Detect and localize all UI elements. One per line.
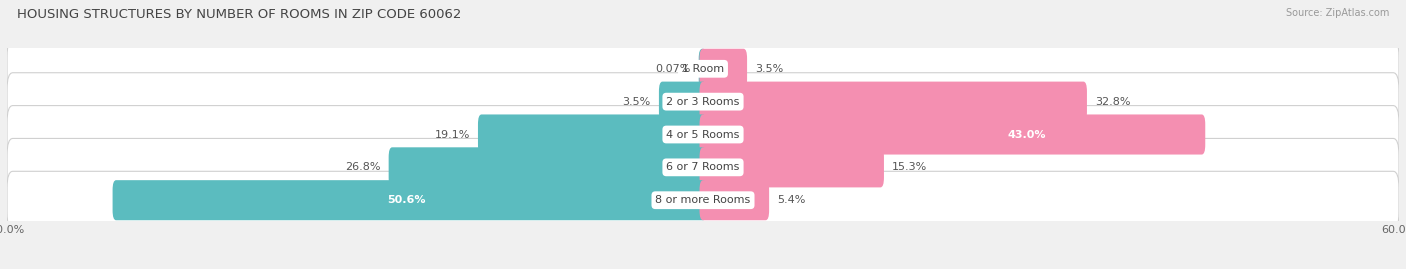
Text: 19.1%: 19.1% [434, 129, 470, 140]
Text: 3.5%: 3.5% [755, 64, 783, 74]
FancyBboxPatch shape [700, 147, 884, 187]
Text: 50.6%: 50.6% [387, 195, 425, 205]
Text: Source: ZipAtlas.com: Source: ZipAtlas.com [1285, 8, 1389, 18]
FancyBboxPatch shape [7, 171, 1399, 229]
FancyBboxPatch shape [7, 73, 1399, 130]
Text: 15.3%: 15.3% [891, 162, 928, 172]
Text: 5.4%: 5.4% [778, 195, 806, 205]
FancyBboxPatch shape [700, 114, 1205, 155]
FancyBboxPatch shape [700, 180, 769, 220]
FancyBboxPatch shape [112, 180, 706, 220]
FancyBboxPatch shape [7, 106, 1399, 163]
Text: HOUSING STRUCTURES BY NUMBER OF ROOMS IN ZIP CODE 60062: HOUSING STRUCTURES BY NUMBER OF ROOMS IN… [17, 8, 461, 21]
Text: 26.8%: 26.8% [344, 162, 381, 172]
Text: 0.07%: 0.07% [655, 64, 690, 74]
Text: 8 or more Rooms: 8 or more Rooms [655, 195, 751, 205]
FancyBboxPatch shape [700, 82, 1087, 122]
Text: 32.8%: 32.8% [1095, 97, 1130, 107]
FancyBboxPatch shape [659, 82, 706, 122]
FancyBboxPatch shape [388, 147, 706, 187]
FancyBboxPatch shape [478, 114, 706, 155]
FancyBboxPatch shape [700, 49, 747, 89]
FancyBboxPatch shape [699, 49, 706, 89]
Text: 1 Room: 1 Room [682, 64, 724, 74]
Text: 4 or 5 Rooms: 4 or 5 Rooms [666, 129, 740, 140]
Text: 43.0%: 43.0% [1008, 129, 1046, 140]
Text: 6 or 7 Rooms: 6 or 7 Rooms [666, 162, 740, 172]
FancyBboxPatch shape [7, 40, 1399, 98]
Text: 2 or 3 Rooms: 2 or 3 Rooms [666, 97, 740, 107]
Text: 3.5%: 3.5% [623, 97, 651, 107]
FancyBboxPatch shape [7, 139, 1399, 196]
